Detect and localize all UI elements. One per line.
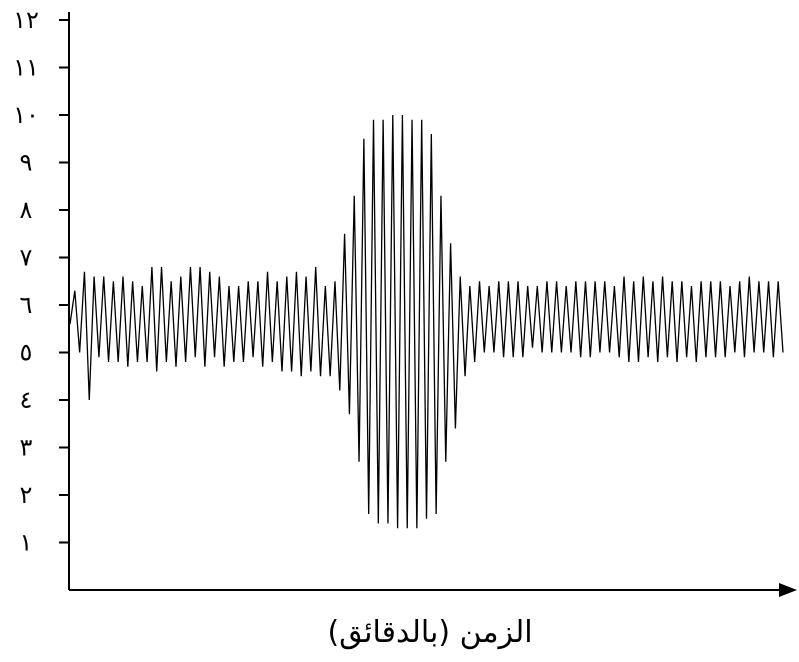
x-axis-arrow	[779, 583, 797, 597]
y-tick-label: ١٢	[13, 6, 39, 34]
y-tick-label: ٣	[20, 434, 33, 462]
y-tick-label: ٢	[20, 481, 33, 509]
y-tick-label: ١	[20, 529, 33, 557]
y-tick-label: ٧	[20, 244, 33, 272]
series-group	[69, 114, 784, 529]
x-axis	[69, 583, 797, 597]
y-tick-label: ١١	[13, 54, 39, 82]
y-tick-label: ٩	[20, 149, 33, 177]
x-axis-title: الزمن (بالدقائق)	[327, 615, 532, 650]
y-tick-label: ١٠	[13, 101, 39, 129]
y-tick-label: ٨	[20, 196, 33, 224]
y-tick-label: ٦	[20, 291, 33, 319]
series-line	[69, 114, 784, 529]
y-tick-label: ٤	[20, 386, 33, 414]
y-tick-label: ٥	[20, 339, 33, 367]
